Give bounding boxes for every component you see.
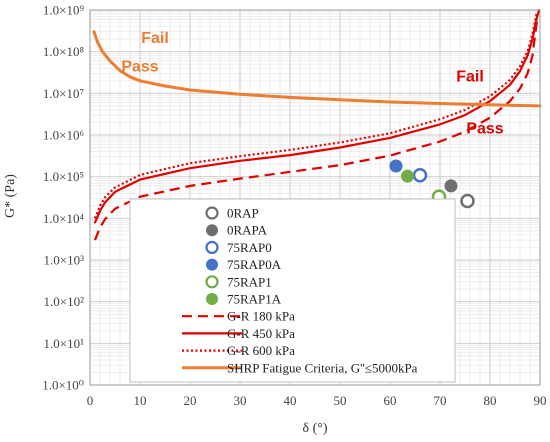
y-tick-label: 1.0×10³ bbox=[44, 253, 85, 268]
legend-label: 0RAP bbox=[227, 206, 259, 221]
legend-marker bbox=[205, 275, 219, 289]
annotation-label: Pass bbox=[121, 59, 158, 76]
legend-marker bbox=[206, 293, 218, 305]
annotation-label: Pass bbox=[466, 120, 503, 137]
legend-label: 75RAP1 bbox=[227, 274, 272, 289]
y-axis-title: G* (Pa) bbox=[3, 174, 18, 218]
series-line bbox=[92, 30, 542, 108]
x-tick-label: 80 bbox=[484, 393, 497, 408]
x-tick-label: 30 bbox=[234, 393, 247, 408]
y-tick-label: 1.0×10⁴ bbox=[43, 211, 85, 226]
y-tick-label: 1.0×10⁹ bbox=[43, 3, 85, 18]
series-line bbox=[93, 13, 538, 219]
x-tick-label: 70 bbox=[434, 393, 447, 408]
legend-marker bbox=[206, 224, 218, 237]
legend-label: SHRP Fatigue Criteria, G''≤5000kPa bbox=[227, 360, 418, 375]
series-line bbox=[93, 8, 541, 224]
x-tick-label: 50 bbox=[334, 393, 347, 408]
annotation-label: Fail bbox=[141, 30, 169, 47]
legend-label: G-R 180 kPa bbox=[227, 309, 295, 324]
legend-box bbox=[129, 198, 456, 383]
legend-label: G-R 450 kPa bbox=[227, 326, 295, 341]
data-point bbox=[444, 179, 458, 193]
y-tick-label: 1.0×10² bbox=[44, 294, 85, 309]
data-point bbox=[412, 168, 428, 183]
annotations: Fail Pass Fail Pass bbox=[121, 30, 503, 137]
y-tick-label: 1.0×10⁵ bbox=[43, 169, 84, 184]
data-point bbox=[389, 159, 403, 173]
y-tick-label: 1.0×10⁰ bbox=[42, 378, 84, 393]
x-tick-label: 10 bbox=[134, 393, 147, 408]
x-tick-label: 40 bbox=[284, 393, 297, 408]
legend-marker bbox=[205, 206, 219, 220]
y-tick-label: 1.0×10¹ bbox=[44, 336, 85, 351]
legend-label: 75RAP1A bbox=[227, 292, 282, 307]
x-tick-label: 60 bbox=[384, 393, 397, 408]
legend-label: 0RAPA bbox=[227, 223, 268, 238]
legend-marker bbox=[206, 258, 218, 271]
legend-label: 75RAP0A bbox=[227, 257, 282, 272]
legend: 0RAP 0RAPA 75RAP0 75RAP0A 75RAP1 75RAP1A G-R 1… bbox=[129, 198, 456, 383]
plot-frame bbox=[89, 9, 541, 386]
annotation-label: Fail bbox=[456, 69, 484, 86]
x-tick-label: 90 bbox=[534, 393, 547, 408]
x-tick-label: 20 bbox=[184, 393, 197, 408]
legend-label: 75RAP0 bbox=[227, 240, 272, 255]
y-tick-label: 1.0×10⁷ bbox=[43, 86, 84, 101]
y-tick-label: 1.0×10⁶ bbox=[43, 128, 84, 143]
x-axis-title: δ (°) bbox=[302, 421, 327, 436]
data-point bbox=[401, 169, 414, 183]
plot-series bbox=[92, 8, 542, 241]
data-point bbox=[460, 193, 475, 209]
series-line bbox=[93, 16, 539, 241]
legend-label: G-R 600 kPa bbox=[227, 343, 295, 358]
y-tick-label: 1.0×10⁸ bbox=[43, 44, 85, 59]
axes: 0 10 20 30 40 50 60 70 80 90 1.0×10⁰ 1.0×10¹ 1.0×10²… bbox=[42, 3, 546, 409]
legend-marker bbox=[205, 240, 219, 254]
x-tick-label: 0 bbox=[87, 393, 94, 408]
